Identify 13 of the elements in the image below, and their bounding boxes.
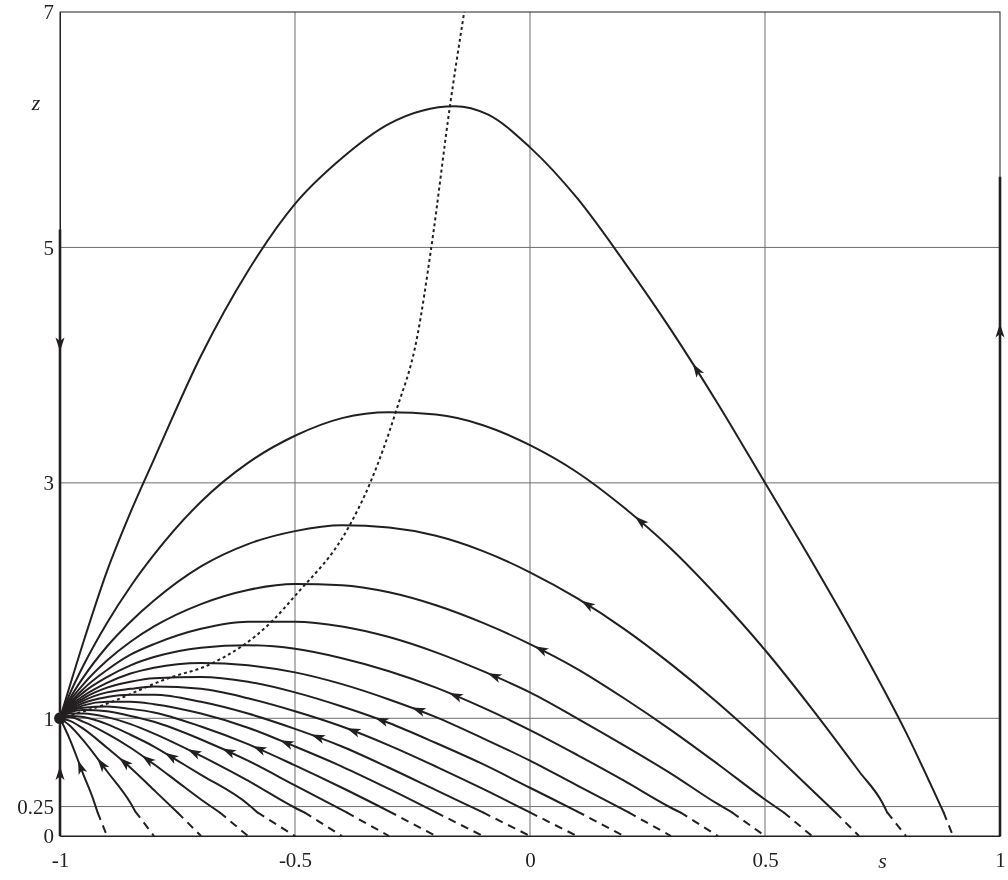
y-axis-title: z bbox=[30, 90, 41, 116]
y-tick-label: 0.25 bbox=[17, 794, 54, 819]
x-axis-title: s bbox=[878, 847, 887, 873]
y-tick-label: 1 bbox=[43, 706, 54, 731]
x-tick-label: 1 bbox=[995, 847, 1006, 872]
x-tick-label: 0.5 bbox=[752, 847, 779, 872]
y-tick-label: 7 bbox=[43, 0, 54, 25]
y-tick-label: 3 bbox=[43, 471, 54, 496]
x-tick-label: 0 bbox=[525, 847, 536, 872]
y-tick-label: 5 bbox=[43, 235, 54, 260]
y-tick-label: 0 bbox=[43, 824, 54, 849]
x-tick-label: -1 bbox=[51, 847, 70, 872]
x-tick-label: -0.5 bbox=[278, 847, 313, 872]
